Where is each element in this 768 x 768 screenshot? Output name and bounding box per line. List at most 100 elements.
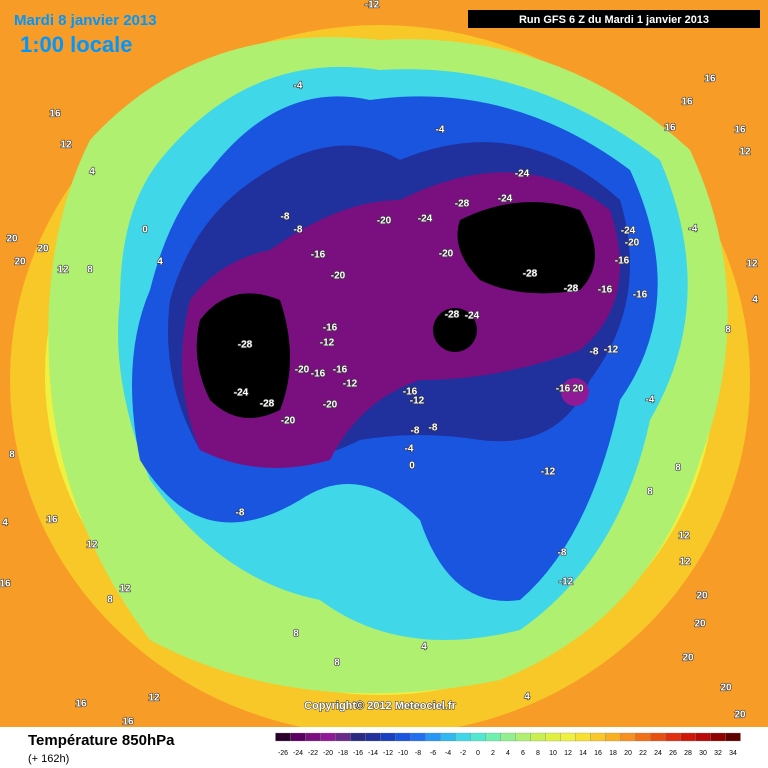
colorbar-swatch [695,732,711,742]
contour-label: 20 [37,244,49,255]
colorbar-tick-label: 10 [549,750,557,757]
colorbar-tick-label: 22 [639,750,647,757]
colorbar-swatch [650,732,666,742]
contour-label: 16 [734,125,746,136]
contour-label: 20 [572,384,584,395]
contour-label: 16 [0,579,11,590]
colorbar-swatch [440,732,456,742]
colorbar-tick-label: -12 [383,750,393,757]
contour-label: -24 [234,388,249,399]
contour-label: 16 [122,717,134,728]
colorbar-tick-label: -20 [323,750,333,757]
colorbar-tick-label: 32 [714,750,722,757]
contour-label: -12 [343,379,358,390]
colorbar-swatch [485,732,501,742]
contour-label: 20 [682,653,694,664]
contour-label: 16 [46,515,58,526]
contour-label: 20 [734,710,746,721]
colorbar-swatch [425,732,441,742]
footer-lead: (+ 162h) [28,753,69,765]
contour-label: -8 [236,508,245,519]
colorbar-swatch [635,732,651,742]
contour-label: 16 [75,699,87,710]
colorbar-swatch [680,732,696,742]
contour-label: -20 [625,238,640,249]
colorbar-swatch [365,732,381,742]
footer-title: Température 850hPa [28,732,175,749]
contour-label: 0 [142,225,148,236]
contour-label: -16 [403,387,418,398]
contour-label: -12 [410,396,425,407]
colorbar-swatch [515,732,531,742]
contour-label: -16 [323,323,338,334]
contour-label: -12 [559,577,574,588]
colorbar-swatch [350,732,366,742]
contour-label: -28 [455,199,470,210]
contour-label: -8 [590,347,599,358]
contour-label: 16 [704,74,716,85]
colorbar-swatch [590,732,606,742]
colorbar-swatch [575,732,591,742]
colorbar-tick-label: -14 [368,750,378,757]
contour-label: -24 [621,226,636,237]
contour-label: 12 [746,259,758,270]
colorbar-swatch [470,732,486,742]
contour-label: -20 [439,249,454,260]
contour-label: -20 [377,216,392,227]
contour-label: 4 [157,257,163,268]
colorbar-tick-label: 2 [491,750,495,757]
contour-label: 12 [739,147,751,158]
contour-label: -24 [498,194,513,205]
colorbar-tick-label: -16 [353,750,363,757]
colorbar-swatch [530,732,546,742]
contour-label: 4 [421,642,427,653]
contour-label: 4 [524,692,530,703]
colorbar-swatch [455,732,471,742]
colorbar-swatch [335,732,351,742]
temperature-field [10,25,750,735]
colorbar-swatch [305,732,321,742]
contour-label: 20 [696,591,708,602]
colorbar-tick-label: -10 [398,750,408,757]
contour-label: -20 [295,365,310,376]
contour-label: 0 [409,461,415,472]
contour-label: -4 [689,224,698,235]
contour-label: 12 [679,557,691,568]
forecast-time: 1:00 locale [20,32,133,57]
contour-label: -4 [405,444,414,455]
contour-label: -24 [515,169,530,180]
copyright: Copyright© 2012 Meteociel.fr [304,700,456,712]
contour-label: -28 [238,340,253,351]
colorbar-tick-label: 24 [654,750,662,757]
contour-label: 20 [6,234,18,245]
contour-label: 16 [664,123,676,134]
contour-label: -16 [633,290,648,301]
contour-label: -20 [331,271,346,282]
contour-label: 8 [87,265,93,276]
contour-label: -12 [541,467,556,478]
colorbar-swatch [725,732,741,742]
run-box [468,10,760,28]
contour-label: -12 [365,0,380,11]
contour-label: 4 [752,295,758,306]
colorbar-tick-label: -22 [308,750,318,757]
contour-label: -8 [294,225,303,236]
contour-label: -12 [320,338,335,349]
contour-label: -16 [598,285,613,296]
contour-label: -8 [558,548,567,559]
contour-label: 20 [720,683,732,694]
contour-label: 20 [694,619,706,630]
contour-label: 8 [293,629,299,640]
contour-label: 8 [647,487,653,498]
contour-label: -20 [281,416,296,427]
contour-label: 8 [334,658,340,669]
contour-label: -28 [445,310,460,321]
contour-label: -4 [436,125,445,136]
contour-label: 16 [681,97,693,108]
colorbar-tick-label: -2 [460,750,466,757]
colorbar-swatch [560,732,576,742]
colorbar-tick-label: 30 [699,750,707,757]
colorbar-tick-label: -6 [430,750,436,757]
contour-label: 12 [119,584,131,595]
colorbar-tick-label: -24 [293,750,303,757]
